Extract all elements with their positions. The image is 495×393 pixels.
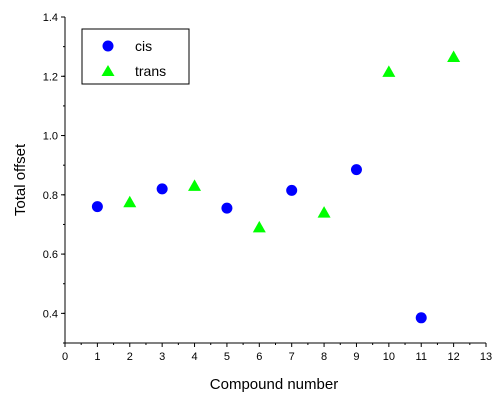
x-tick-label: 13 [480, 351, 492, 363]
cis-data-point [415, 312, 427, 324]
cis-data-point [286, 184, 298, 196]
x-tick-label: 2 [127, 351, 133, 363]
x-tick-label: 10 [383, 351, 395, 363]
x-tick-label: 4 [191, 351, 197, 363]
x-tick-label: 8 [321, 351, 327, 363]
x-tick-label: 12 [447, 351, 459, 363]
x-tick-label: 0 [62, 351, 68, 363]
legend-trans-marker [101, 65, 115, 76]
x-ticks: 0 1 2 3 4 5 6 7 8 9 10 11 12 13 [62, 343, 492, 363]
x-tick-label: 6 [256, 351, 262, 363]
x-tick-label: 9 [353, 351, 359, 363]
trans-data-point [123, 195, 137, 208]
cis-data-point [156, 183, 168, 195]
data-points [91, 50, 461, 324]
trans-data-point [317, 206, 331, 218]
legend-trans-label: trans [135, 63, 166, 79]
x-tick-label: 1 [94, 351, 100, 363]
y-tick-label: 1.4 [43, 12, 58, 24]
y-ticks: 0.4 0.6 0.8 1.0 1.2 1.4 [43, 12, 65, 344]
trans-data-point [382, 65, 396, 77]
cis-data-point [91, 201, 103, 213]
x-tick-label: 3 [159, 351, 165, 363]
trans-data-point [447, 50, 461, 63]
trans-data-point [252, 220, 266, 233]
y-tick-label: 0.8 [43, 190, 58, 202]
legend: cis trans [81, 28, 190, 85]
x-tick-label: 5 [224, 351, 230, 363]
y-tick-label: 1.0 [43, 131, 58, 143]
cis-data-point [221, 202, 233, 214]
y-tick-label: 0.4 [43, 308, 58, 320]
legend-box [81, 28, 190, 85]
trans-data-point [188, 179, 202, 191]
x-axis-label: Compound number [210, 376, 338, 393]
legend-cis-marker [102, 40, 114, 52]
x-tick-label: 11 [416, 351, 427, 363]
plot-area: 0 1 2 3 4 5 6 7 8 9 10 11 12 13 0.40.60.81.01.21.4 [43, 12, 492, 363]
y-axis-label: Total offset [12, 143, 29, 216]
x-tick-label: 7 [289, 351, 295, 363]
cis-data-point [350, 164, 362, 176]
y-tick-label: 0.6 [43, 249, 58, 261]
y-tick-label: 1.2 [43, 71, 58, 83]
legend-cis-label: cis [135, 38, 152, 54]
